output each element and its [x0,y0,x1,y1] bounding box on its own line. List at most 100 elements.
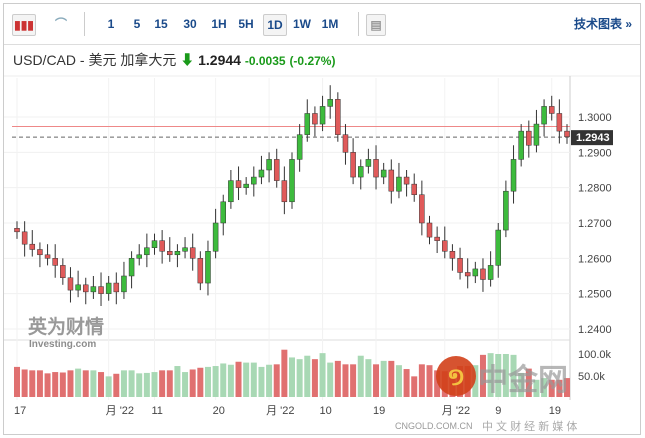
cngold-name: 中金网 [478,363,568,397]
interval-1H[interactable]: 1H [211,17,227,31]
interval-5H[interactable]: 5H [238,17,254,31]
price-change-pct: (-0.27%) [289,54,336,68]
volume-bar [556,379,563,397]
volume-bar [395,365,402,397]
candle [251,176,257,185]
date-label: 19 [549,405,561,417]
date-label: 10 [320,405,332,417]
candle [556,113,563,132]
candle [83,284,89,293]
investing-watermark: 英为财情 Investing.com [28,315,104,350]
volume-bar [90,370,97,397]
volume-bar [197,367,204,397]
volume-bar [36,370,43,397]
interval-1M[interactable]: 1M [321,17,339,31]
cngold-watermark: ១ 中金网 CNGOLD.COM.CN 中 文 财 经 新 媒 体 [395,356,577,433]
volume-bar [311,359,318,397]
watermark-sub: Investing.com [29,339,96,350]
volume-bar [273,364,280,397]
price-tick: 1.2600 [578,253,612,265]
interval-1W[interactable]: 1W [293,17,311,31]
candle [426,222,433,238]
date-label: 9 [495,405,501,417]
price-tick: 1.2800 [578,183,612,195]
date-label: 20 [213,405,225,417]
volume-bar [14,366,20,397]
candle [442,240,448,252]
volume-bar [365,359,372,397]
volume-bar [564,378,570,397]
interval-15[interactable]: 15 [154,17,168,31]
volume-bar [350,364,357,397]
candle [464,272,471,277]
cngold-tagline: 中 文 财 经 新 媒 体 [482,419,577,433]
candle [67,277,74,291]
candle [327,99,333,107]
volume-bar [541,378,548,397]
volume-bar [220,363,227,397]
volume-bar [98,372,105,397]
layout-icon[interactable]: ▤ [366,14,386,36]
volume-bar [212,366,219,397]
interval-1D[interactable]: 1D [263,14,287,36]
candle [182,247,188,252]
candle [167,251,173,256]
candle [335,99,341,135]
volume-bar [128,370,135,397]
candle [235,180,242,188]
candle [121,275,127,293]
volume-bar [373,364,380,397]
line-chart-icon[interactable]: ⌒ [54,17,67,31]
volume-bar [75,368,82,397]
candle [487,265,494,280]
volume-bar [281,349,288,397]
date-label: 17 [14,405,26,417]
volume-bar [29,370,36,397]
volume-bar [426,365,433,397]
candle [189,247,196,259]
volume-bar [182,372,189,397]
candle [113,282,120,293]
volume-bar [411,376,418,397]
interval-1[interactable]: 1 [107,17,115,31]
candle [411,183,417,195]
volume-bar [166,370,173,397]
volume-bar [479,354,486,397]
candlestick-icon[interactable]: ▮▮▮ [12,14,36,36]
toolbar: ▮▮▮ ⌒ 1 5 15 30 1H 5H 1D 1W 1M ▤ 技术图表 » [4,4,640,45]
candle [304,113,311,135]
watermark-brand: 英为财情 [28,315,104,338]
candle [403,176,410,185]
candle [526,130,532,146]
interval-30[interactable]: 30 [183,17,197,31]
volume-tick: 50.0k [578,371,605,383]
candle [510,159,517,192]
interval-5[interactable]: 5 [133,17,141,31]
volume-bar [21,369,28,397]
candle [205,251,211,284]
down-arrow-icon: ⬇ [180,52,195,68]
candle [14,228,20,233]
candle [533,123,540,146]
date-label: 月 '22 [266,405,294,417]
candle [548,106,555,114]
technical-chart-link[interactable]: 技术图表 » [573,17,632,31]
cngold-url: CNGOLD.COM.CN [395,421,473,431]
candle [495,229,501,266]
volume-bar [487,353,494,397]
volume-bar [44,373,51,397]
candle [98,286,104,294]
candle [419,194,425,224]
price-tick: 1.2400 [578,324,612,336]
candle [281,180,288,203]
candle [212,222,219,252]
current-price-label: 1.2943 [576,132,610,144]
candle [52,258,58,266]
candle [243,183,249,188]
volume-bar [250,362,257,397]
volume-bar [289,357,295,397]
price-tick: 1.3000 [578,112,612,124]
volume-bar [304,355,311,397]
volume-bar [105,376,112,397]
